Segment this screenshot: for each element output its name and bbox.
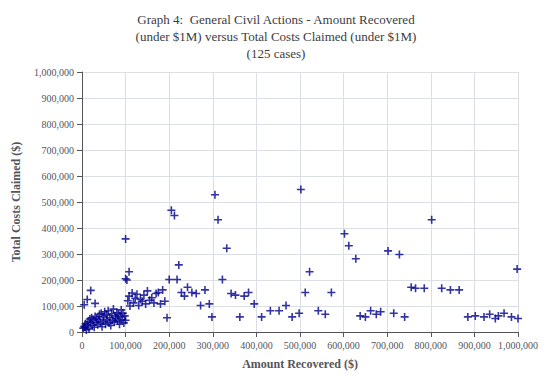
svg-text:200,000: 200,000 (42, 275, 75, 286)
svg-text:Amount Recovered ($): Amount Recovered ($) (242, 357, 358, 371)
svg-text:400,000: 400,000 (42, 223, 75, 234)
svg-text:Total Costs Claimed ($): Total Costs Claimed ($) (9, 142, 23, 263)
svg-text:(under $1M) versus Total Costs: (under $1M) versus Total Costs Claimed (… (136, 29, 417, 44)
svg-text:300,000: 300,000 (197, 340, 230, 351)
svg-text:400,000: 400,000 (240, 340, 273, 351)
svg-text:900,000: 900,000 (42, 93, 75, 104)
svg-text:Graph 4: General Civil Action: Graph 4: General Civil Actions - Amount … (137, 12, 415, 27)
svg-text:0: 0 (80, 340, 85, 351)
svg-text:300,000: 300,000 (42, 249, 75, 260)
svg-text:1,000,000: 1,000,000 (34, 67, 74, 78)
svg-text:500,000: 500,000 (42, 197, 75, 208)
svg-text:0: 0 (69, 327, 74, 338)
svg-text:700,000: 700,000 (42, 145, 75, 156)
svg-text:1,000,000: 1,000,000 (498, 340, 538, 351)
svg-text:200,000: 200,000 (153, 340, 186, 351)
svg-text:100,000: 100,000 (42, 301, 75, 312)
svg-text:600,000: 600,000 (327, 340, 360, 351)
svg-text:700,000: 700,000 (371, 340, 404, 351)
svg-text:600,000: 600,000 (42, 171, 75, 182)
svg-text:800,000: 800,000 (42, 119, 75, 130)
svg-text:800,000: 800,000 (415, 340, 448, 351)
svg-text:(125 cases): (125 cases) (247, 46, 306, 61)
svg-text:900,000: 900,000 (458, 340, 491, 351)
svg-text:100,000: 100,000 (109, 340, 142, 351)
svg-text:500,000: 500,000 (284, 340, 317, 351)
